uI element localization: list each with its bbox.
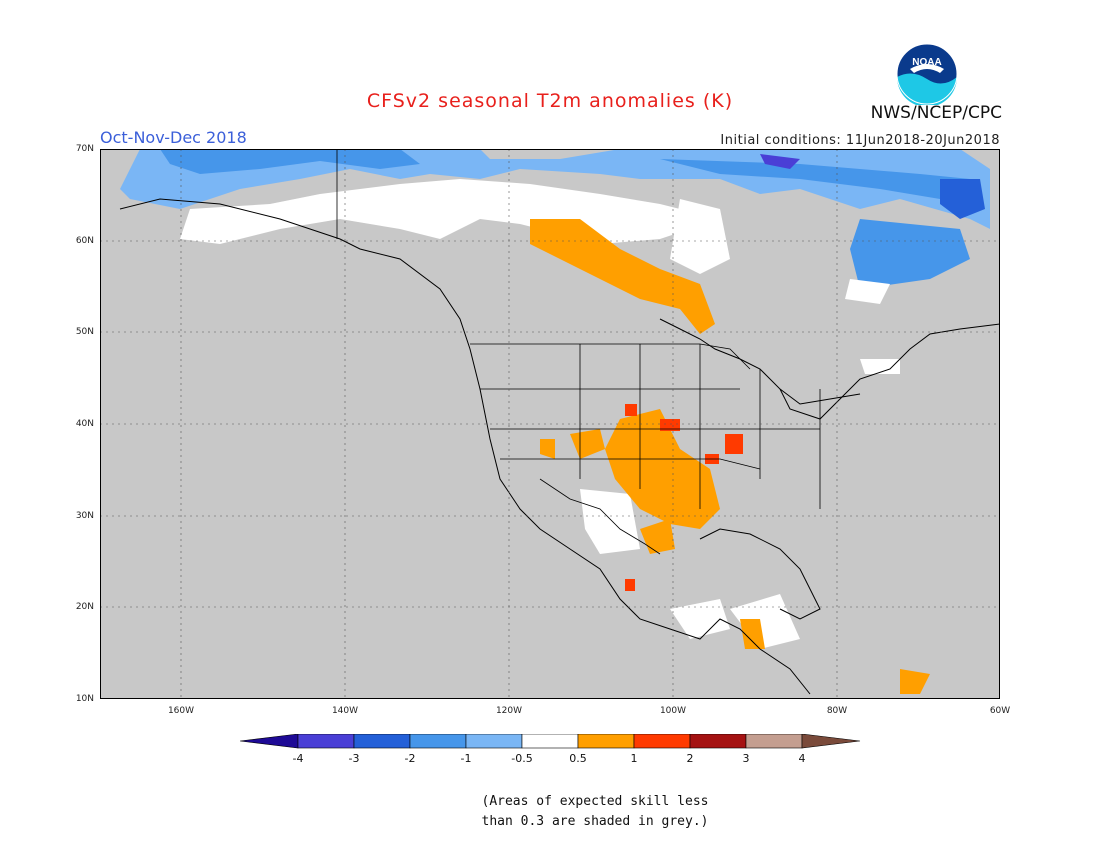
colorbar-swatch [577,734,635,749]
skill-footnote-line: (Areas of expected skill less [481,794,709,809]
lat-label: 20N [75,602,94,612]
lat-label: 30N [75,511,94,521]
colorbar-swatch [745,734,803,749]
colorbar-swatch [465,734,523,749]
colorbar-swatch [633,734,691,749]
lon-label: 60W [989,706,1011,716]
lon-label: 140W [331,706,359,716]
graticule [100,149,1000,699]
lon-label: 160W [167,706,195,716]
colorbar-swatch [801,734,861,749]
agency-label: NWS/NCEP/CPC [870,103,1002,123]
colorbar-swatch [297,734,355,749]
colorbar [240,734,861,749]
season-label: Oct-Nov-Dec 2018 [100,128,247,147]
lon-label: 100W [659,706,687,716]
colorbar-label: -4 [292,752,304,765]
noaa-logo: NOAA [896,43,958,105]
noaa-logo-text: NOAA [912,57,941,68]
lat-label: 70N [75,144,94,154]
skill-footnote: (Areas of expected skill less than 0.3 a… [430,792,760,832]
lon-label: 80W [826,706,848,716]
colorbar-label: 1 [630,752,638,765]
colorbar-swatch [409,734,467,749]
colorbar-swatch [353,734,411,749]
lat-label: 50N [75,327,94,337]
skill-footnote-line: than 0.3 are shaded in grey.) [481,814,709,829]
coastlines [119,198,1000,695]
lat-label: 40N [75,419,94,429]
colorbar-label: -1 [460,752,472,765]
anomaly-map [100,149,1000,699]
warm-anomaly-regions [530,219,930,694]
colorbar-swatch [689,734,747,749]
colorbar-swatch [521,734,579,749]
colorbar-swatch [240,734,299,749]
cold-anomaly-regions [120,149,990,289]
colorbar-label: 0.5 [569,752,587,765]
political-boundaries [336,149,821,555]
map-title: CFSv2 seasonal T2m anomalies (K) [366,90,734,112]
colorbar-label: 2 [686,752,694,765]
colorbar-label: -2 [404,752,416,765]
colorbar-label: -3 [348,752,360,765]
lon-label: 120W [495,706,523,716]
colorbar-label: 4 [798,752,806,765]
initial-conditions-label: Initial conditions: 11Jun2018-20Jun2018 [720,133,1000,148]
lat-label: 10N [75,694,94,704]
colorbar-label: -0.5 [511,752,533,765]
lat-label: 60N [75,236,94,246]
colorbar-label: 3 [742,752,750,765]
